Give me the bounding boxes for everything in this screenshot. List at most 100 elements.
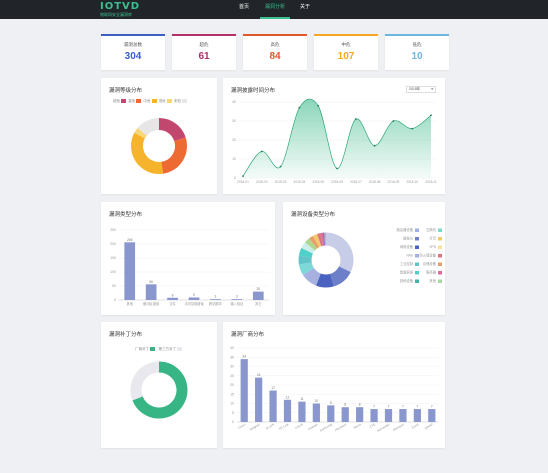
- x-tick-label: Moxa: [353, 422, 362, 429]
- x-tick-label: Netgear: [249, 422, 262, 432]
- device-legend-swatch: [438, 254, 442, 258]
- bar-value-label: 206: [127, 238, 133, 242]
- device-legend-swatch: [415, 262, 419, 266]
- panel-title: 漏洞补丁分布: [109, 332, 143, 338]
- stat-card-total: 漏洞总数 304: [101, 34, 165, 70]
- device-legend-label: 服务器: [426, 270, 437, 275]
- y-tick-label: 10: [230, 402, 234, 406]
- stat-label: 漏洞总数: [124, 42, 142, 47]
- y-tick-label: 5: [232, 411, 234, 415]
- legend-item[interactable]: 未知: [174, 99, 187, 103]
- device-legend-swatch: [438, 271, 442, 275]
- legend-item[interactable]: 高危: [128, 99, 142, 103]
- level-slice: [134, 127, 147, 139]
- bar-value-label: 3: [215, 295, 217, 299]
- device-legend-label: 网络设备: [400, 244, 414, 249]
- x-tick-label: 2018-05: [312, 180, 324, 184]
- bar: [399, 409, 407, 422]
- device-legend-label: 路由器设备: [397, 227, 414, 232]
- device-legend-label: 其他设备: [400, 278, 414, 283]
- bar: [298, 401, 306, 422]
- legend-item[interactable]: 中危: [143, 99, 157, 103]
- bar-value-label: 7: [388, 405, 390, 409]
- device-legend-label: 智能家居: [400, 270, 414, 275]
- x-tick-label: QNAP: [424, 422, 434, 430]
- y-tick-label: 15: [230, 392, 234, 396]
- y-tick-label: 200: [110, 242, 116, 246]
- data-point: [373, 144, 376, 147]
- nav-about[interactable]: 关于: [299, 4, 310, 10]
- level-slice: [137, 118, 160, 137]
- y-tick-label: 10: [232, 157, 236, 161]
- bar-value-label: 8: [359, 403, 361, 407]
- legend-item[interactable]: 超危: [113, 99, 127, 103]
- year-select[interactable]: 2018年 ▾: [406, 86, 436, 93]
- legend-item[interactable]: 低危: [159, 99, 172, 103]
- stat-card-high: 高危 84: [243, 34, 307, 70]
- bar: [167, 297, 178, 300]
- device-legend-swatch: [438, 245, 442, 249]
- device-legend-label: 摄像头: [403, 236, 414, 241]
- data-point: [336, 167, 338, 170]
- x-tick-label: ASUS: [294, 422, 304, 430]
- legend-item[interactable]: 厂商补丁: [135, 347, 156, 351]
- y-tick-label: 35: [230, 355, 234, 359]
- x-tick-label: Hikvision: [334, 422, 347, 432]
- level-slice: [160, 137, 187, 174]
- stat-card-low: 低危 10: [385, 34, 449, 70]
- bar-value-label: 24: [257, 373, 261, 377]
- y-tick-label: 0: [234, 176, 236, 180]
- bar: [312, 403, 320, 422]
- device-slice: [312, 233, 322, 248]
- x-tick-label: 2018-11: [425, 180, 437, 184]
- x-tick-label: 2018-04: [294, 180, 306, 184]
- bar-value-label: 56: [149, 280, 153, 284]
- nav-home[interactable]: 首页: [238, 4, 249, 10]
- device-legend-swatch: [438, 279, 442, 283]
- x-tick-label: 其它: [255, 301, 261, 306]
- bar: [327, 405, 335, 422]
- level-legend: 超危 高危 中危 低危 未知: [113, 99, 187, 104]
- data-point: [298, 106, 301, 109]
- y-tick-label: 250: [110, 228, 116, 232]
- patch-distribution-panel: 漏洞补丁分布 厂商补丁 第三方补丁: [101, 322, 217, 448]
- stat-value: 304: [124, 51, 142, 62]
- legend-item[interactable]: 第三方补丁: [158, 347, 183, 351]
- device-slice: [298, 262, 315, 276]
- vendor-bar-chart: 0 5 10 15 20 25 30 35 40 34 Cisco 24 Netgear 17 D-Link…: [230, 346, 439, 433]
- device-slice: [309, 235, 320, 249]
- device-legend-label: 存储设备: [423, 261, 437, 266]
- device-legend-label: 打印: [429, 236, 436, 241]
- stat-label: 中危: [341, 42, 351, 47]
- stat-value: 10: [411, 51, 423, 62]
- data-point: [242, 175, 244, 177]
- level-slice: [131, 132, 164, 174]
- y-tick-label: 25: [230, 374, 234, 378]
- device-legend-swatch: [415, 279, 419, 283]
- stat-label: 超危: [199, 42, 209, 47]
- bar-value-label: 12: [286, 395, 290, 399]
- x-tick-label: 跨站脚本: [209, 301, 223, 306]
- nav-analysis[interactable]: 漏洞分析: [260, 0, 290, 19]
- x-tick-label: 缓冲区错误: [143, 301, 160, 306]
- stat-card-medium: 中危 107: [314, 34, 378, 70]
- bar: [269, 390, 277, 422]
- device-slice: [316, 273, 334, 288]
- device-legend-label: 其他: [429, 278, 436, 283]
- bar: [231, 299, 243, 300]
- bar: [240, 359, 248, 422]
- logo[interactable]: IOTVD 物联网安全漏洞库: [100, 2, 140, 18]
- y-tick-label: 20: [230, 383, 234, 387]
- data-point: [411, 127, 414, 130]
- bar: [370, 409, 378, 422]
- x-tick-label: Cisco: [237, 422, 246, 430]
- bar-value-label: 8: [344, 403, 346, 407]
- data-point: [260, 150, 263, 153]
- device-legend-swatch: [415, 271, 419, 275]
- bar-value-label: 3: [236, 295, 238, 299]
- device-legend-label: 交换机: [426, 227, 437, 232]
- x-tick-label: 访问控制错误: [184, 301, 204, 306]
- x-tick-label: 2018-02: [256, 180, 268, 184]
- y-tick-label: 20: [232, 138, 236, 142]
- x-tick-label: 2018-03: [275, 180, 287, 184]
